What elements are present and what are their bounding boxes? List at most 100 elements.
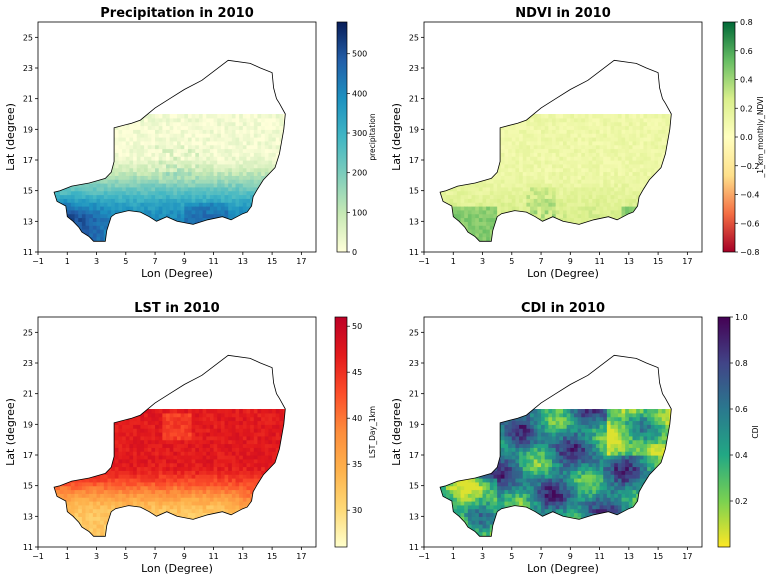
- heatmap-cell: [242, 129, 248, 134]
- heatmap-cell: [581, 190, 586, 196]
- heatmap-cell: [158, 140, 163, 146]
- heatmap-cell: [636, 148, 641, 153]
- heatmap-cell: [125, 217, 131, 222]
- heatmap-cell: [173, 148, 178, 153]
- heatmap-cell: [162, 133, 167, 138]
- heatmap-cell: [125, 171, 131, 176]
- heatmap-cell: [610, 183, 615, 188]
- heatmap-cell: [85, 501, 90, 506]
- heatmap-cell: [100, 198, 105, 203]
- heatmap-cell: [140, 183, 145, 188]
- heatmap-cell: [103, 121, 109, 127]
- heatmap-cell: [56, 462, 61, 468]
- heatmap-cell: [570, 217, 575, 222]
- heatmap-cell: [489, 206, 495, 211]
- heatmap-cell: [107, 179, 112, 184]
- heatmap-cell: [264, 194, 270, 199]
- heatmap-cell: [264, 202, 270, 207]
- heatmap-cell: [497, 186, 502, 192]
- heatmap-cell: [81, 137, 87, 142]
- heatmap-cell: [198, 133, 204, 138]
- heatmap-cell: [235, 152, 240, 157]
- heatmap-cell: [122, 194, 127, 199]
- heatmap-cell: [628, 213, 634, 219]
- heatmap-cell: [625, 198, 630, 203]
- heatmap-cell: [661, 202, 667, 207]
- heatmap-cell: [665, 117, 670, 123]
- heatmap-cell: [89, 481, 94, 487]
- heatmap-cell: [581, 186, 586, 192]
- heatmap-cell: [253, 175, 259, 180]
- heatmap-cell: [155, 202, 160, 207]
- heatmap-cell: [187, 171, 193, 176]
- heatmap-cell: [537, 209, 542, 215]
- heatmap-cell: [103, 137, 109, 142]
- heatmap-cell: [570, 171, 575, 176]
- heatmap-cell: [166, 114, 171, 119]
- heatmap-cell: [548, 221, 553, 226]
- heatmap-cell: [566, 213, 571, 219]
- heatmap-cell: [537, 202, 542, 207]
- heatmap-cell: [566, 183, 571, 188]
- heatmap-cell: [92, 508, 98, 514]
- heatmap-cell: [526, 198, 531, 203]
- heatmap-cell: [151, 190, 156, 196]
- heatmap-cell: [541, 140, 546, 146]
- heatmap-cell: [122, 129, 127, 134]
- heatmap-cell: [519, 194, 524, 199]
- heatmap-cell: [250, 125, 255, 130]
- heatmap-cell: [592, 225, 597, 230]
- heatmap-cell: [220, 114, 226, 119]
- heatmap-cell: [54, 512, 57, 517]
- x-tick-label: 11: [594, 257, 604, 266]
- heatmap-cell: [456, 190, 462, 196]
- heatmap-cell: [639, 144, 645, 150]
- heatmap-cell: [577, 160, 582, 165]
- heatmap-cell: [173, 206, 178, 211]
- heatmap-cell: [617, 175, 623, 180]
- heatmap-cell: [140, 206, 145, 211]
- heatmap-cell: [595, 213, 601, 219]
- heatmap-cell: [144, 125, 149, 130]
- heatmap-cell: [548, 179, 553, 184]
- heatmap-cell: [81, 175, 87, 180]
- heatmap-cell: [85, 209, 90, 215]
- heatmap-cell: [129, 232, 134, 238]
- heatmap-cell: [636, 213, 641, 219]
- heatmap-cell: [508, 156, 513, 161]
- heatmap-cell: [460, 167, 465, 173]
- heatmap-cell: [658, 183, 663, 188]
- heatmap-cell: [56, 144, 61, 150]
- heatmap-cell: [592, 190, 597, 196]
- heatmap-cell: [544, 186, 549, 192]
- heatmap-cell: [220, 213, 226, 219]
- heatmap-cell: [144, 194, 149, 199]
- heatmap-cell: [173, 121, 178, 127]
- heatmap-cell: [242, 148, 248, 153]
- heatmap-cell: [595, 183, 601, 188]
- heatmap-cell: [603, 133, 608, 138]
- heatmap-cell: [500, 232, 506, 238]
- heatmap-cell: [504, 229, 509, 234]
- heatmap-cell: [195, 206, 200, 211]
- heatmap-cell: [195, 140, 200, 146]
- heatmap-cell: [103, 144, 109, 150]
- heatmap-cell: [74, 458, 79, 464]
- heatmap-cell: [519, 225, 524, 230]
- heatmap-cell: [78, 470, 83, 475]
- y-tick-label: 23: [23, 64, 33, 73]
- heatmap-cell: [144, 121, 149, 127]
- heatmap-cell: [224, 117, 229, 123]
- heatmap-cell: [89, 524, 94, 529]
- heatmap-cell: [118, 167, 123, 173]
- heatmap-cell: [246, 125, 251, 130]
- heatmap-cell: [563, 171, 568, 176]
- heatmap-cell: [198, 117, 204, 123]
- heatmap-cell: [187, 140, 193, 146]
- heatmap-cell: [162, 186, 167, 192]
- heatmap-cell: [261, 129, 266, 134]
- heatmap-cell: [155, 156, 160, 161]
- heatmap-cell: [191, 198, 196, 203]
- heatmap-cell: [489, 171, 495, 176]
- heatmap-cell: [129, 121, 134, 127]
